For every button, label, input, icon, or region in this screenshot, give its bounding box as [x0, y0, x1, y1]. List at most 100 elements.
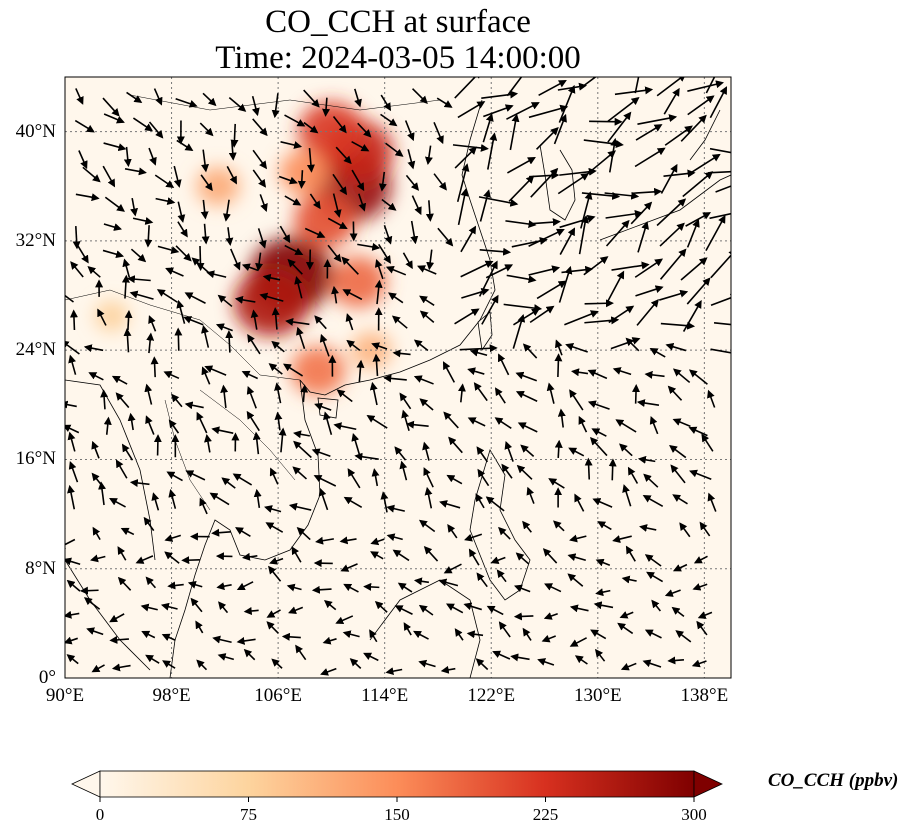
wind-arrow: [481, 90, 519, 100]
wind-arrow: [478, 196, 519, 207]
wind-arrow: [590, 629, 607, 640]
wind-arrow: [201, 223, 210, 245]
wind-arrow: [656, 198, 687, 227]
wind-arrow: [69, 309, 78, 331]
wind-arrow: [557, 82, 588, 91]
wind-arrow: [486, 132, 498, 170]
wind-arrow: [297, 170, 306, 189]
wind-arrow: [257, 228, 267, 249]
wind-arrow: [103, 223, 123, 231]
wind-arrow: [252, 431, 261, 455]
wind-arrow: [710, 348, 731, 354]
plume-5: [294, 192, 356, 249]
wind-arrow: [407, 149, 416, 170]
wind-arrow: [369, 381, 378, 406]
wind-arrow: [605, 219, 630, 247]
wind-arrow: [102, 249, 125, 259]
wind-arrow: [168, 419, 180, 434]
wind-arrow: [585, 150, 616, 176]
wind-arrow: [385, 667, 403, 676]
wind-arrow: [469, 348, 488, 357]
wind-arrow: [467, 367, 485, 376]
wind-arrow: [448, 436, 463, 454]
wind-arrow: [709, 212, 731, 220]
wind-arrow: [234, 295, 256, 304]
wind-arrow: [504, 440, 514, 462]
wind-arrow: [699, 521, 711, 537]
wind-arrow: [481, 294, 499, 325]
wind-arrow: [541, 634, 556, 643]
wind-arrow: [201, 366, 211, 385]
wind-arrow: [535, 127, 559, 150]
wind-arrow: [607, 97, 640, 122]
colorbar-tick-label: 300: [681, 805, 707, 824]
wind-arrow: [269, 467, 279, 485]
colorbar: [71, 770, 723, 802]
wind-arrow: [251, 95, 260, 117]
wind-arrow: [253, 488, 262, 508]
wind-arrow: [425, 200, 434, 222]
wind-arrow: [354, 452, 379, 461]
wind-arrow: [206, 270, 227, 279]
wind-arrow: [83, 597, 101, 610]
wind-arrow: [187, 580, 203, 589]
wind-arrow: [608, 137, 619, 173]
wind-arrow: [349, 658, 362, 669]
wind-arrow: [218, 601, 229, 614]
wind-arrow: [279, 225, 291, 244]
wind-arrow: [506, 274, 537, 284]
wind-arrow: [222, 199, 231, 222]
wind-arrow: [274, 411, 283, 431]
wind-arrow: [636, 298, 659, 326]
wind-arrow: [363, 582, 380, 591]
wind-arrow: [411, 195, 422, 216]
wind-arrow: [625, 337, 640, 352]
wind-arrow: [705, 214, 726, 252]
wind-arrow: [327, 217, 348, 230]
wind-arrow: [620, 662, 637, 671]
wind-arrow: [318, 487, 329, 511]
wind-arrow: [634, 258, 664, 278]
wind-arrow: [235, 527, 251, 537]
wind-arrow: [103, 113, 125, 124]
wind-arrow: [66, 654, 79, 665]
wind-arrow: [456, 163, 470, 202]
wind-arrow: [419, 295, 435, 306]
wind-arrow: [148, 315, 157, 332]
wind-arrow: [454, 146, 477, 169]
map-frame: [64, 76, 732, 679]
wind-arrow: [171, 393, 183, 408]
wind-arrow: [200, 199, 209, 220]
wind-arrow: [123, 146, 132, 168]
wind-arrow: [583, 256, 609, 276]
wind-arrow: [569, 389, 584, 411]
wind-arrow: [569, 604, 589, 613]
wind-arrow: [443, 563, 462, 574]
wind-arrow: [617, 622, 634, 635]
wind-arrow: [485, 264, 514, 279]
wind-arrow: [285, 318, 310, 326]
wind-arrow: [345, 313, 354, 331]
wind-arrow: [184, 292, 206, 304]
wind-arrow: [281, 632, 301, 641]
wind-arrow: [195, 620, 204, 634]
wind-arrow: [468, 548, 480, 566]
wind-arrow: [287, 258, 303, 275]
wind-arrow: [332, 193, 342, 218]
wind-arrow: [166, 471, 183, 482]
wind-arrow: [68, 460, 79, 483]
wind-arrow: [217, 294, 233, 308]
wind-arrow: [494, 417, 512, 429]
wind-arrow: [109, 635, 130, 644]
wind-arrow: [454, 308, 480, 325]
wind-arrow: [635, 285, 664, 297]
wind-arrow: [528, 265, 561, 276]
wind-arrow: [196, 411, 208, 434]
wind-arrow: [145, 654, 160, 664]
colorbar-label: CO_CCH (ppbv): [768, 770, 899, 791]
wind-arrow: [476, 572, 488, 588]
map-title-line-2: Time: 2024-03-05 14:00:00: [215, 40, 581, 76]
wind-arrow: [498, 621, 511, 638]
wind-arrow: [97, 308, 107, 326]
wind-arrow: [121, 443, 134, 461]
